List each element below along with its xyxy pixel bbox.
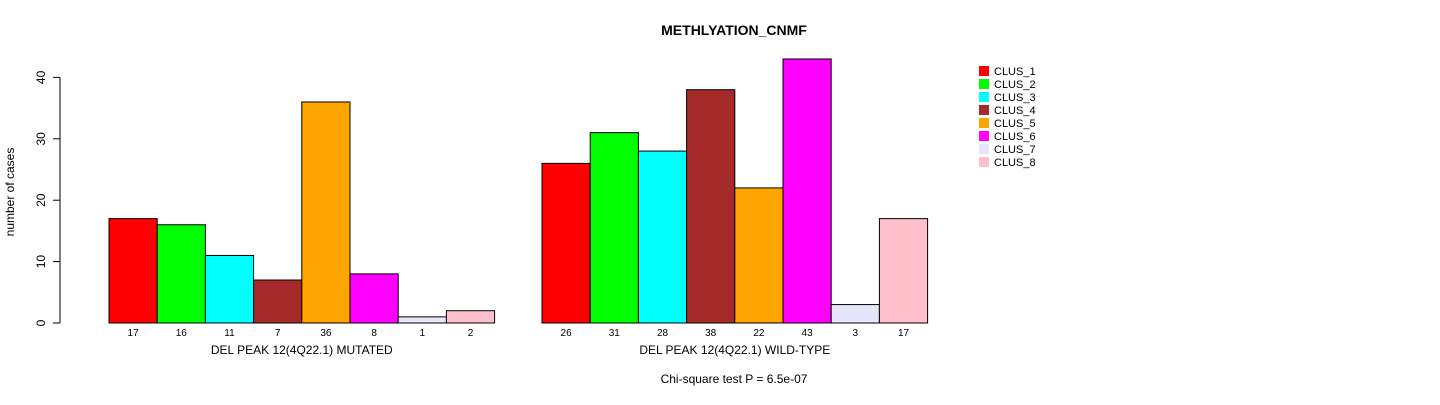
- bar-count-label: 1: [420, 328, 426, 339]
- bar-count-label: 43: [802, 328, 814, 339]
- bar-count-label: 36: [320, 328, 332, 339]
- legend-item: CLUS_4: [979, 105, 1036, 117]
- legend-label: CLUS_3: [994, 92, 1036, 104]
- y-axis-label: number of cases: [3, 148, 17, 237]
- legend-label: CLUS_5: [994, 118, 1036, 130]
- bar: [541, 162, 591, 324]
- bar-count-label: 16: [176, 328, 188, 339]
- y-tick-label: 20: [34, 193, 48, 207]
- bar-count-label: 17: [128, 328, 140, 339]
- legend-item: CLUS_5: [979, 118, 1036, 130]
- legend-swatch: [979, 92, 989, 102]
- bar: [734, 187, 784, 324]
- bar: [445, 310, 496, 324]
- legend-swatch: [979, 144, 989, 154]
- chart-title: METHLYATION_CNMF: [661, 22, 807, 38]
- legend-label: CLUS_4: [994, 105, 1036, 117]
- bar: [782, 58, 832, 324]
- bar: [830, 304, 880, 324]
- bar-count-label: 38: [705, 328, 717, 339]
- legend: CLUS_1CLUS_2CLUS_3CLUS_4CLUS_5CLUS_6CLUS…: [979, 66, 1036, 169]
- bar-count-label: 22: [753, 328, 765, 339]
- y-tick-label: 10: [34, 255, 48, 269]
- legend-swatch: [979, 157, 989, 167]
- bar-count-label: 8: [371, 328, 377, 339]
- bar: [637, 150, 688, 324]
- y-tick-label: 30: [34, 132, 48, 146]
- bar: [589, 132, 639, 324]
- bar-count-label: 3: [853, 328, 859, 339]
- legend-item: CLUS_8: [979, 157, 1036, 169]
- legend-label: CLUS_8: [994, 157, 1036, 169]
- legend-swatch: [979, 105, 989, 115]
- legend-item: CLUS_6: [979, 131, 1036, 143]
- legend-label: CLUS_1: [994, 66, 1036, 78]
- bar-count-label: 17: [898, 328, 910, 339]
- bar: [397, 316, 447, 324]
- y-tick-label: 0: [34, 319, 48, 326]
- bar: [108, 218, 158, 324]
- legend-swatch: [979, 79, 989, 89]
- bar-count-label: 7: [275, 328, 281, 339]
- legend-label: CLUS_7: [994, 144, 1036, 156]
- group-label: DEL PEAK 12(4Q22.1) MUTATED: [211, 343, 393, 357]
- bar: [349, 273, 399, 324]
- bar: [686, 89, 736, 324]
- bar-count-label: 2: [468, 328, 474, 339]
- bar: [301, 101, 351, 324]
- bar: [156, 224, 206, 324]
- chi-square-note: Chi-square test P = 6.5e-07: [661, 372, 808, 386]
- bar-count-label: 31: [609, 328, 621, 339]
- bars-layer: 17 16 11 7 36 8 1 2 DEL PEAK 12(4Q22.1) MUTATED 2…: [108, 58, 929, 357]
- bar-group: 26 31 28 38 22 43 3 17 DEL PEAK 12(4Q22.1) WILD-…: [541, 58, 929, 357]
- legend-item: CLUS_7: [979, 144, 1036, 156]
- bar: [878, 218, 929, 324]
- legend-label: CLUS_2: [994, 79, 1036, 91]
- legend-item: CLUS_1: [979, 66, 1036, 78]
- bar-group: 17 16 11 7 36 8 1 2 DEL PEAK 12(4Q22.1) MUTATED: [108, 101, 496, 357]
- legend-swatch: [979, 66, 989, 76]
- bar-count-label: 11: [224, 328, 235, 339]
- bar: [204, 254, 255, 324]
- bar-count-label: 26: [561, 328, 573, 339]
- group-label: DEL PEAK 12(4Q22.1) WILD-TYPE: [639, 343, 830, 357]
- bar-count-label: 28: [657, 328, 669, 339]
- y-axis: 0 10 20 30 40: [34, 70, 61, 326]
- legend-label: CLUS_6: [994, 131, 1036, 143]
- bar: [253, 279, 303, 324]
- legend-item: CLUS_2: [979, 79, 1036, 91]
- legend-swatch: [979, 131, 989, 141]
- legend-item: CLUS_3: [979, 92, 1036, 104]
- y-tick-label: 40: [34, 70, 48, 84]
- legend-swatch: [979, 118, 989, 128]
